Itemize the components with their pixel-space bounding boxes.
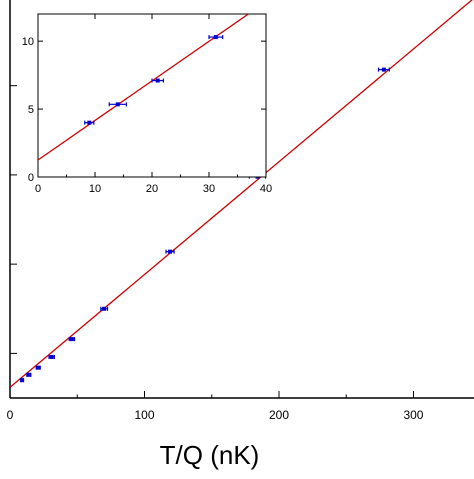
inset-x-tick-label: 10 bbox=[89, 183, 101, 195]
inset-chart: 0 10 20 30 40 0 5 10 bbox=[22, 13, 272, 195]
main-x-tick-label: 0 bbox=[7, 408, 14, 422]
inset-x-tick-label: 20 bbox=[146, 183, 158, 195]
main-x-tick-label: 200 bbox=[269, 408, 289, 422]
inset-plot-frame bbox=[37, 13, 267, 178]
inset-y-tick-label: 10 bbox=[22, 36, 34, 48]
inset-data-point bbox=[87, 120, 92, 125]
main-x-axis-title: T/Q (nK) bbox=[160, 440, 260, 470]
main-data-point bbox=[102, 306, 107, 311]
main-data-point bbox=[168, 249, 173, 254]
inset-data-point bbox=[115, 102, 120, 107]
main-x-tick-label: 300 bbox=[403, 408, 423, 422]
inset-x-tick-label: 30 bbox=[203, 183, 215, 195]
main-data-point bbox=[26, 372, 31, 377]
main-data-point bbox=[49, 354, 54, 359]
main-x-tick-label: 100 bbox=[134, 408, 154, 422]
main-fit-line bbox=[10, 0, 473, 388]
main-data-point bbox=[20, 378, 25, 383]
inset-x-tick-label: 40 bbox=[260, 183, 272, 195]
inset-y-tick-label: 5 bbox=[28, 104, 34, 116]
main-data-point bbox=[69, 337, 74, 342]
inset-data-point bbox=[213, 35, 218, 40]
inset-x-tick-label: 0 bbox=[35, 183, 41, 195]
inset-y-tick-label: 0 bbox=[28, 172, 34, 184]
main-data-point bbox=[381, 67, 386, 72]
inset-data-point bbox=[155, 78, 160, 83]
main-data-point bbox=[36, 365, 41, 370]
